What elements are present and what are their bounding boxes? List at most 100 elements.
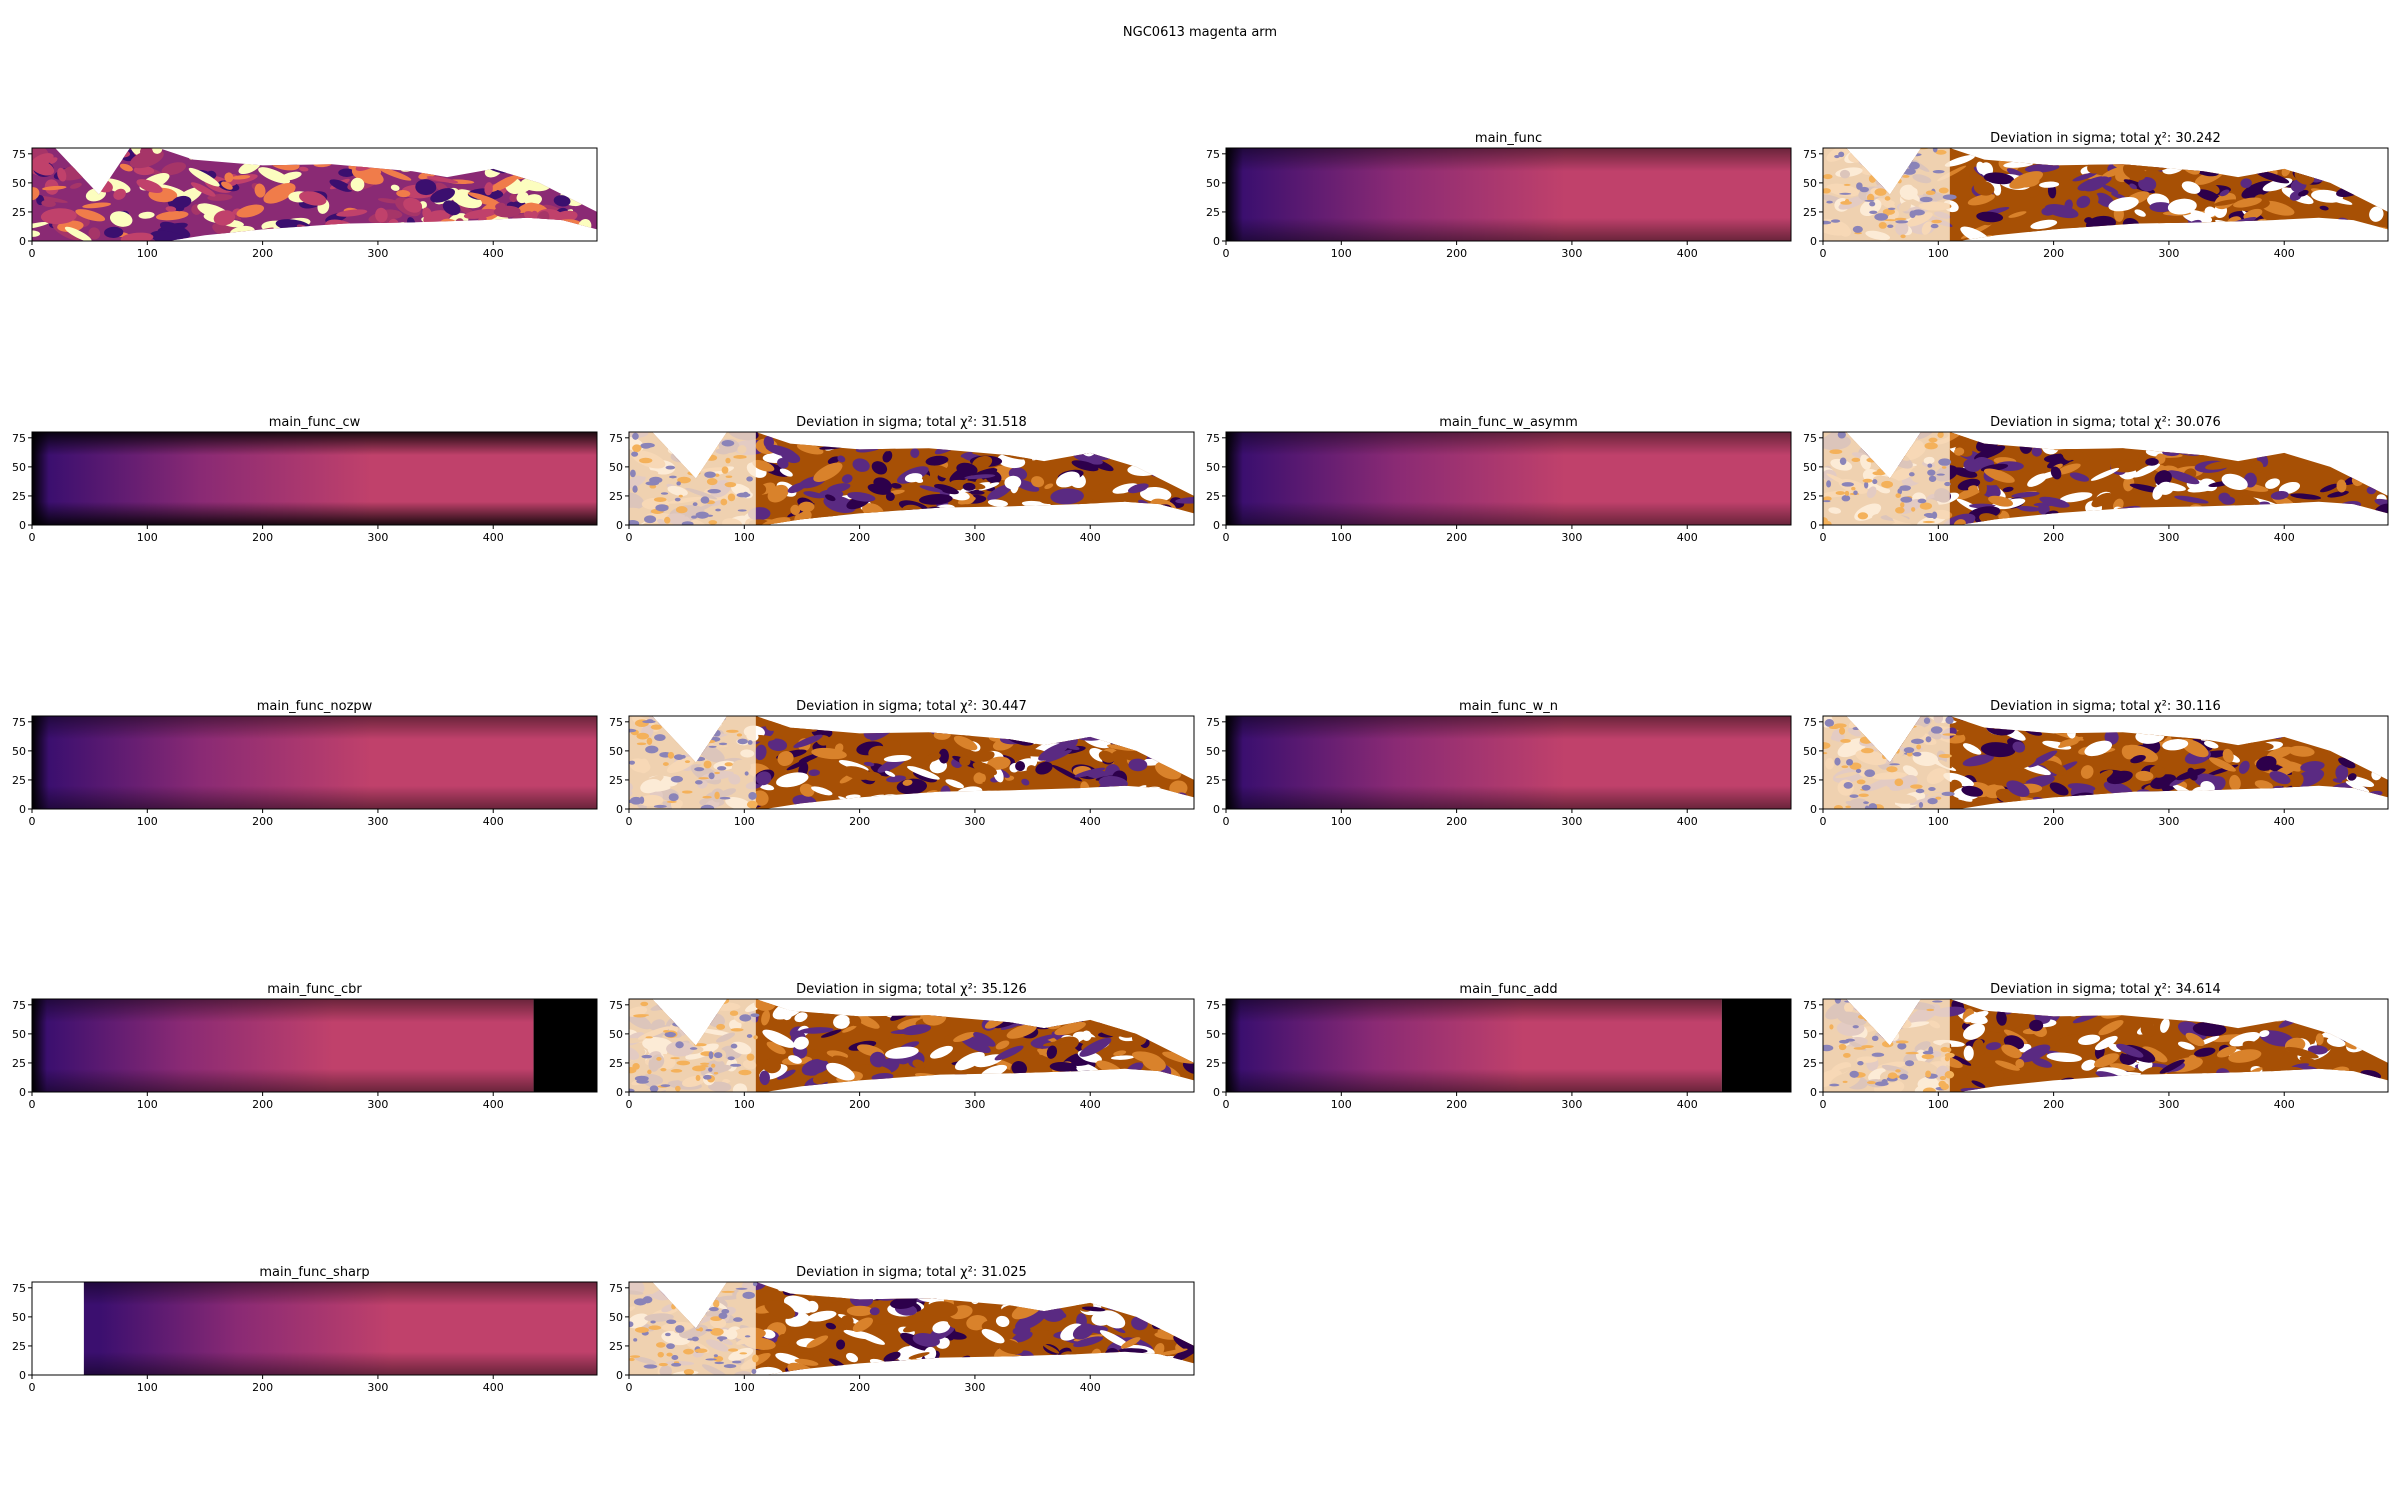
panel-row3-col4-texture-blob <box>2130 754 2146 764</box>
panel-row2-col2-texture-blob <box>1056 471 1080 488</box>
panel-row3-col4-texture-blob <box>2129 801 2142 809</box>
panel-row5-col2-texture-blob <box>657 1351 664 1358</box>
panel-row4-col4-texture-blob <box>1834 999 1842 1004</box>
panel-row3-col4-texture-blob <box>2227 793 2252 799</box>
panel-row5-col2-texture-blob <box>1100 1310 1126 1329</box>
panel-row4-col4-texture-blob <box>1904 1060 1915 1067</box>
panel-row5-col2-texture-blob <box>1153 1305 1181 1323</box>
panel-row2-col4-texture-blob <box>2339 434 2366 451</box>
panel-row2-col2-texture-blob <box>832 432 856 440</box>
panel-row4-col4-texture-blob <box>1944 1070 1955 1079</box>
panel-row2-col4-texture-blob <box>1937 432 1944 438</box>
panel-row4-col4-frame <box>1822 998 2389 1093</box>
panel-row4-col2-texture-blob <box>1171 1022 1185 1036</box>
panel-row2-col2-texture-blob <box>1050 488 1084 505</box>
panel-row1-col4-texture-blob <box>2323 226 2334 241</box>
panel-row2-col2-texture-blob <box>1004 475 1022 490</box>
panel-row3-col2-texture-blob <box>886 775 906 783</box>
panel-row2-col2-ytick-label: 0 <box>616 519 623 532</box>
panel-row2-col4-texture-blob <box>1988 495 2014 507</box>
panel-row4-col4-texture-blob <box>2019 1044 2051 1063</box>
panel-row4-col4-texture-blob <box>2050 1081 2083 1092</box>
panel-row4-col2-texture-blob <box>1157 1022 1167 1035</box>
panel-row2-col4-texture-blob <box>1837 432 1846 439</box>
panel-row4-col2-texture-blob <box>1042 1040 1068 1047</box>
panel-row2-col4-texture-blob <box>2313 504 2340 515</box>
panel-row3-col2-ytick-label: 75 <box>609 716 623 729</box>
panel-row1-col1-texture-blob <box>57 167 67 182</box>
panel-row4-col4-texture-blob <box>2160 1018 2170 1033</box>
panel-row2-col2-texture-blob <box>1086 515 1103 525</box>
panel-row2-col2-texture-blob <box>851 432 867 439</box>
panel-row4-col4-texture-blob <box>2359 1078 2376 1084</box>
panel-row4-col1-xtick-label: 100 <box>137 1098 158 1111</box>
panel-row4-col2-texture-blob <box>1140 1014 1175 1034</box>
panel-row5-col2-texture-blob <box>1050 1308 1067 1319</box>
panel-row1-col4-texture-blob <box>1887 207 1896 211</box>
panel-row2-col2-texture-blob <box>1153 432 1190 441</box>
panel-row1-col4-texture-blob <box>2051 148 2076 164</box>
panel-row2-col2-texture-blob <box>641 442 655 448</box>
panel-row1-col1-texture-blob <box>467 222 479 231</box>
panel-row3-col2-texture-blob <box>1142 722 1167 740</box>
panel-row1-col4-texture-blob <box>1983 172 2015 185</box>
panel-row5-col2-texture-blob <box>1111 1353 1135 1370</box>
panel-row5-col2-texture-blob <box>733 1317 743 1322</box>
panel-row3-col4-texture-blob <box>2300 722 2329 737</box>
panel-row2-col2-texture-blob <box>689 433 696 438</box>
panel-row3-col4-texture-blob <box>1829 725 1840 730</box>
panel-row2-col4-texture-blob <box>2242 495 2260 506</box>
panel-row5-col2-title: Deviation in sigma; total χ²: 31.025 <box>796 1265 1027 1280</box>
panel-row5-col2-texture-blob <box>721 1290 735 1293</box>
panel-row3-col4-texture-blob <box>1928 787 1936 791</box>
panel-row2-col2-texture-blob <box>804 432 836 441</box>
panel-row5-col2-xtick-label: 400 <box>1080 1381 1101 1394</box>
panel-row3-col4-texture-blob <box>2256 801 2287 809</box>
panel-row3-col2-texture-blob <box>868 745 891 762</box>
panel-row2-col4-texture-blob <box>2039 496 2070 508</box>
panel-row1-col4-xtick-label: 200 <box>2043 247 2064 260</box>
panel-row4-col2-texture-blob <box>926 999 947 1007</box>
panel-row2-col2-texture-blob <box>1127 463 1160 476</box>
panel-row2-col2-texture-blob <box>885 492 895 501</box>
panel-row1-col4-texture-blob <box>2162 151 2184 167</box>
panel-row1-col3-ytick-label: 75 <box>1206 148 1220 161</box>
panel-row5-col2-texture-blob <box>1170 1312 1187 1328</box>
panel-row5-col2-texture-blob <box>1072 1323 1095 1340</box>
panel-row1-col1-texture-blob <box>555 150 571 157</box>
panel-row3-col4-texture-blob <box>2239 799 2266 809</box>
panel-row4-col4-texture-blob <box>1925 1070 1932 1078</box>
panel-row1-col4-texture-blob <box>2039 232 2056 241</box>
panel-row3-col2-texture-blob <box>653 804 667 809</box>
panel-row3-col1-title: main_func_nozpw <box>257 699 373 714</box>
panel-row1-col1-texture-blob <box>104 226 124 238</box>
panel-row2-col2-texture-blob <box>639 457 653 464</box>
panel-row4-col3-frame <box>1225 998 1792 1093</box>
panel-row2-col3-xtick-label: 0 <box>1223 531 1230 544</box>
panel-row3-col3-xtick-label: 100 <box>1331 815 1352 828</box>
panel-row3-col4-texture-blob <box>2104 729 2119 745</box>
panel-row2-col2-texture-blob <box>653 497 667 502</box>
panel-row4-col4-texture-blob <box>2204 1003 2237 1020</box>
panel-row4-col4-texture-blob <box>1829 1083 1840 1087</box>
panel-row4-col4-texture-blob <box>2356 1012 2369 1027</box>
panel-row3-col4-texture-blob <box>2167 721 2195 735</box>
panel-row4-col4-texture-blob <box>2247 1007 2260 1020</box>
panel-row1-col4-texture-blob <box>1850 148 1871 155</box>
panel-row3-col2-texture-blob <box>983 790 1000 800</box>
panel-row2-col4-texture-blob <box>2147 512 2169 521</box>
panel-row1-col4-texture-blob <box>2245 150 2278 158</box>
panel-row3-col2-texture-blob <box>977 750 995 762</box>
panel-row4-col4-texture-blob <box>2360 1004 2388 1018</box>
panel-row2-col2-texture-blob <box>1031 476 1045 488</box>
panel-row2-col4-texture-blob <box>1880 446 1891 454</box>
panel-row5-col1-xtick-label: 0 <box>29 1381 36 1394</box>
panel-row5-col2-texture-blob <box>691 1336 699 1342</box>
panel-row3-col4-texture-blob <box>2049 782 2069 796</box>
panel-row1-col4-texture-blob <box>1826 200 1833 204</box>
panel-row4-col2-texture-blob <box>777 1069 796 1080</box>
panel-row4-col2-ytick-label: 50 <box>609 1028 623 1041</box>
panel-row4-col2-texture-blob <box>761 1010 770 1026</box>
panel-row4-col2-texture-blob <box>812 1072 830 1085</box>
panel-row5-col2-texture-blob <box>1141 1292 1170 1309</box>
